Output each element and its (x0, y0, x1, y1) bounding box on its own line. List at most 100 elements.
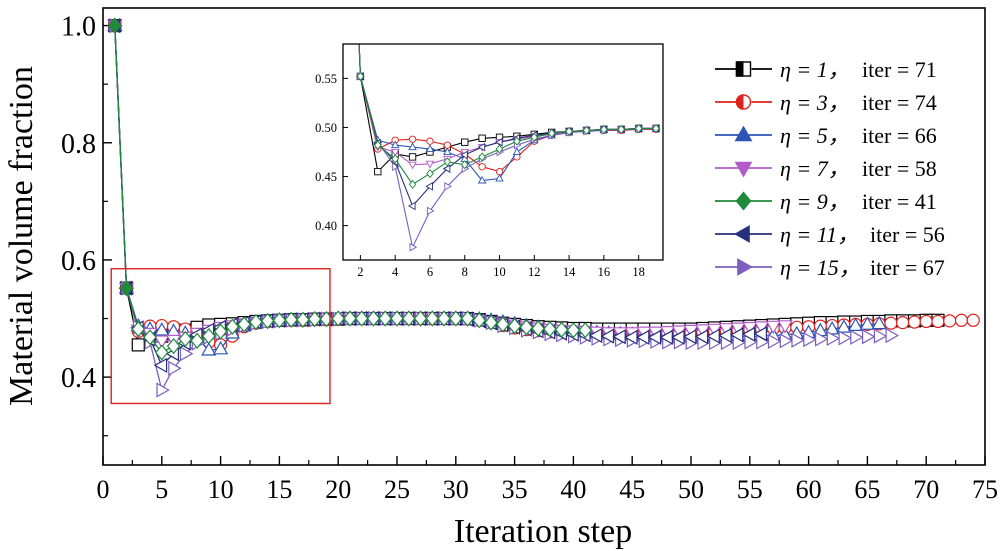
data-point (378, 310, 392, 327)
data-point (201, 342, 217, 356)
inset-data-point (494, 137, 503, 147)
inset-data-point (478, 163, 486, 171)
data-point (543, 320, 557, 338)
legend-item: η = 11， iter = 56 (715, 222, 945, 247)
data-point (554, 321, 569, 338)
data-point (814, 331, 829, 347)
legend-eta-label: η = 1， (780, 57, 850, 82)
main-y-axis: 0.4 0.6 0.8 1.0 (61, 12, 112, 437)
legend-eta-label: η = 7， (780, 156, 850, 181)
inset-y-tick-label: 0.55 (315, 72, 337, 86)
inset-data-point (426, 137, 434, 145)
data-point (449, 310, 463, 327)
legend-marker-half (743, 61, 752, 77)
data-point (296, 311, 310, 328)
data-point (896, 316, 910, 330)
inset-data-point (478, 134, 486, 142)
data-point (566, 322, 581, 339)
inset-data-point (442, 164, 451, 173)
data-point (803, 331, 817, 348)
data-point (190, 332, 204, 349)
data-point (836, 319, 852, 333)
data-point (966, 313, 980, 327)
data-point (402, 310, 416, 327)
x-tick-label: 0 (97, 475, 110, 504)
main-series-group (106, 17, 980, 398)
inset-data-point (374, 167, 382, 176)
data-point (578, 322, 592, 339)
legend-marker (735, 191, 752, 211)
inset-x-tick-label: 16 (598, 265, 611, 279)
x-tick-label: 15 (266, 475, 292, 504)
data-point (331, 310, 345, 327)
data-point (847, 317, 864, 331)
inset-data-point (391, 154, 399, 164)
inset-data-point (634, 123, 643, 134)
x-tick-label: 20 (325, 475, 351, 504)
data-point (390, 310, 404, 327)
data-point (767, 333, 782, 350)
y-tick-label: 0.6 (61, 246, 96, 277)
legend-marker (734, 161, 753, 178)
inset-x-tick-label: 2 (357, 265, 363, 279)
legend-eta-label: η = 3， (780, 90, 850, 115)
data-point (166, 337, 181, 355)
inset-y-tick-label: 0.40 (315, 219, 337, 233)
x-tick-label: 50 (678, 475, 704, 504)
legend-item: η = 7， iter = 58 (715, 156, 937, 181)
inset-data-point (495, 144, 504, 154)
data-point (155, 344, 169, 361)
data-point (859, 316, 876, 330)
legend-eta-label: η = 9， (780, 189, 850, 214)
inset-y-axis: 0.40 0.45 0.50 0.55 (315, 72, 348, 233)
data-point (943, 314, 957, 328)
legend-item: η = 3， iter = 74 (715, 90, 937, 115)
x-tick-label: 40 (560, 475, 586, 504)
main-x-axis: 0 5 10 15 20 25 30 35 40 45 50 55 60 65 70 75 (97, 456, 998, 504)
inset-data-point (407, 201, 416, 211)
inset-data-point (425, 144, 435, 153)
inset-data-point (477, 175, 487, 184)
inset-data-point (600, 124, 608, 135)
legend-iter-label: iter = 71 (862, 57, 937, 82)
inset-data-point (495, 173, 504, 182)
legend-eta-label: η = 15， (780, 255, 861, 280)
data-point (873, 328, 888, 344)
data-point (531, 320, 545, 337)
data-point (202, 327, 216, 345)
legend-iter-label: iter = 66 (862, 123, 937, 148)
data-point (919, 314, 933, 329)
inset-x-tick-label: 10 (493, 265, 506, 279)
data-point (753, 326, 768, 342)
legend-iter-label: iter = 67 (870, 255, 945, 280)
data-point (885, 327, 900, 344)
data-point (954, 313, 969, 327)
data-point (413, 310, 428, 327)
legend-iter-label: iter = 74 (862, 90, 937, 115)
data-point (272, 312, 287, 329)
x-tick-label: 5 (155, 475, 168, 504)
inset-plot: 2 4 6 8 10 12 14 16 18 0.40 0.45 0.50 0.55 (315, 43, 664, 279)
zoom-region-box (110, 268, 331, 405)
inset-x-tick-label: 4 (392, 265, 399, 279)
data-point (108, 17, 122, 34)
legend-marker (734, 225, 750, 243)
data-point (507, 317, 522, 335)
inset-data-point (461, 138, 469, 146)
inset-x-tick-label: 14 (563, 265, 576, 279)
y-tick-label: 0.4 (61, 363, 96, 394)
x-tick-label: 60 (796, 475, 822, 504)
data-point (213, 323, 228, 340)
legend-marker-half (743, 94, 752, 110)
x-tick-label: 25 (384, 475, 410, 504)
inset-y-tick-label: 0.45 (315, 170, 337, 184)
data-point (249, 313, 263, 331)
data-point (154, 322, 170, 336)
inset-data-point (513, 136, 521, 146)
legend-item: η = 1， iter = 71 (715, 57, 937, 82)
data-point (237, 316, 251, 333)
data-point (178, 330, 193, 348)
inset-data-point (444, 182, 452, 191)
data-point (437, 310, 451, 327)
data-point (850, 329, 864, 345)
